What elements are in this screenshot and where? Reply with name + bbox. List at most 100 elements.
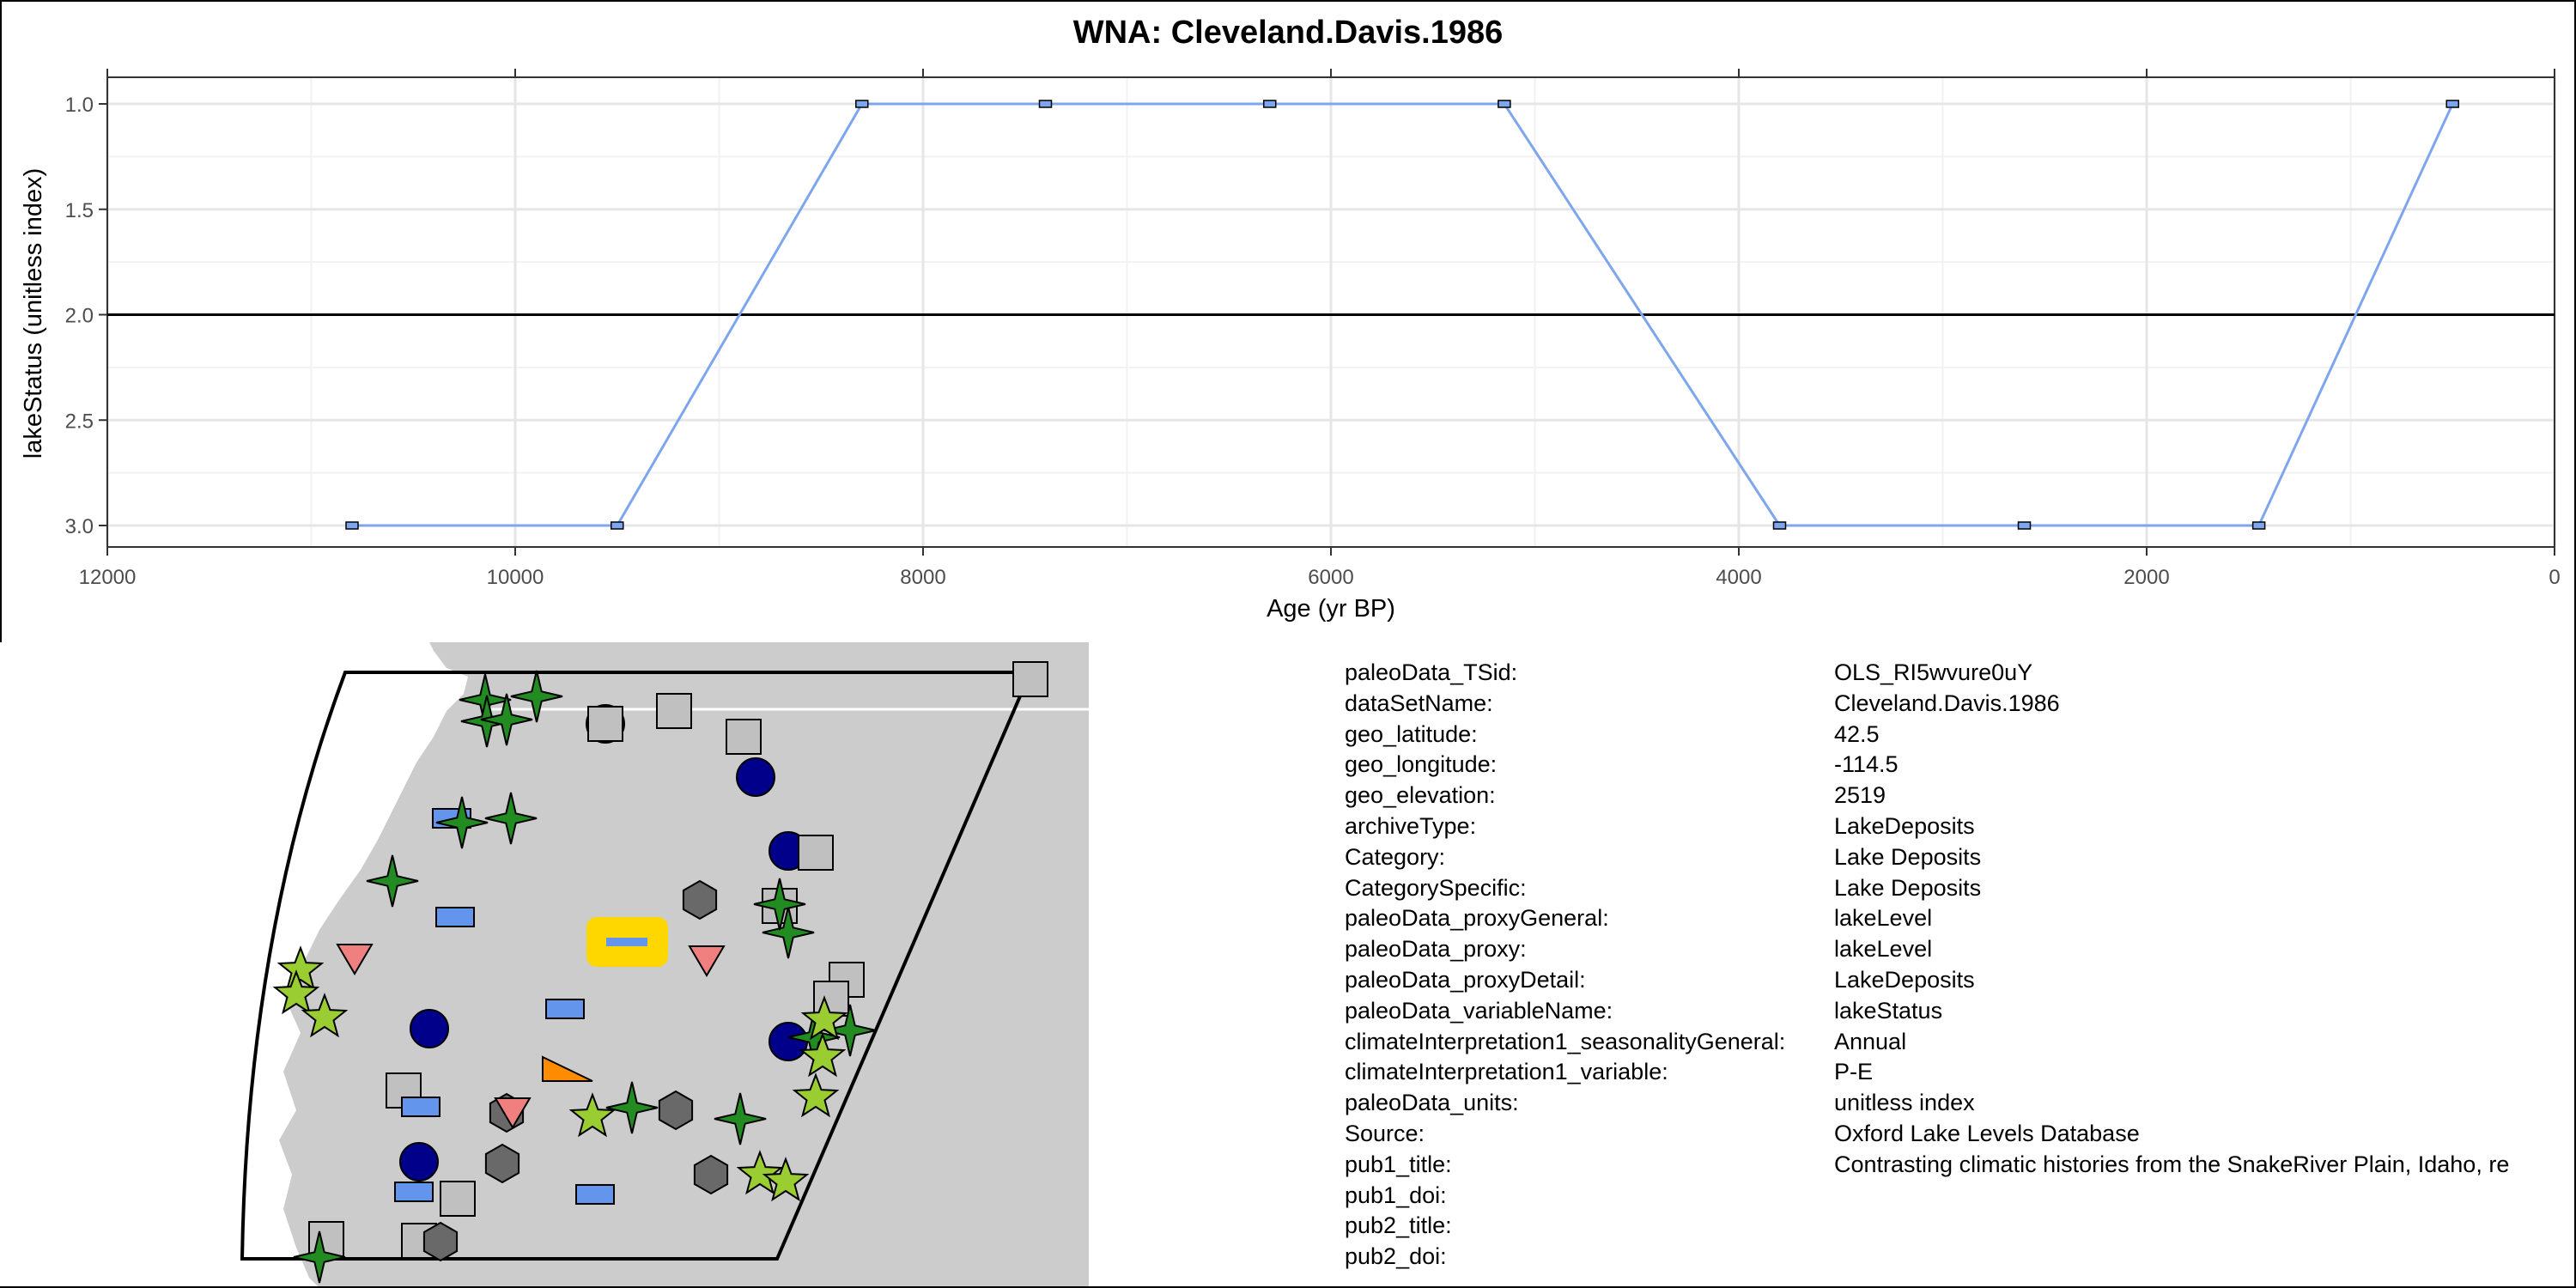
site-marker-rect [435, 907, 475, 927]
site-marker-circle [410, 1009, 449, 1048]
metadata-row: geo_latitude: 42.5 [1345, 720, 2574, 750]
site-marker-triangle-down [688, 945, 726, 977]
y-tick-label: 1.0 [65, 94, 94, 117]
site-marker-hexagon [682, 879, 718, 920]
metadata-key: climateInterpretation1_variable: [1345, 1059, 1668, 1085]
metadata-value: lakeLevel [1834, 936, 1933, 963]
metadata-row: archiveType: LakeDeposits [1345, 811, 2574, 842]
metadata-row: geo_elevation: 2519 [1345, 781, 2574, 811]
metadata-value: Annual [1834, 1028, 1907, 1054]
data-point [855, 100, 869, 108]
metadata-key: paleoData_units: [1345, 1090, 1519, 1116]
map-markers [272, 661, 1048, 1284]
metadata-value: lakeStatus [1834, 997, 1943, 1024]
site-marker-hexagon [422, 1221, 459, 1262]
metadata-row: pub2_title: [1345, 1211, 2574, 1242]
metadata-row: paleoData_units: unitless index [1345, 1088, 2574, 1119]
axes: 12000 10000 8000 6000 4000 2000 0 1.0 1.5 2.0 2.5 3… [65, 69, 2561, 589]
site-marker-star4 [435, 796, 489, 849]
site-marker-star5 [799, 1032, 847, 1078]
site-marker-circle [399, 1142, 439, 1182]
x-tick-label: 4000 [1716, 566, 1761, 589]
data-point [2445, 100, 2459, 108]
site-marker-star4 [823, 1004, 877, 1057]
metadata-row: pub1_title: Contrasting climatic historie… [1345, 1150, 2574, 1181]
metadata-row: Source: Oxford Lake Levels Database [1345, 1119, 2574, 1150]
y-tick-label: 1.5 [65, 199, 94, 222]
site-marker-star4 [480, 693, 533, 746]
site-marker-circle [736, 757, 775, 797]
y-tick-label: 2.0 [65, 305, 94, 328]
metadata-row: geo_longitude: -114.5 [1345, 750, 2574, 781]
site-marker-star5 [736, 1150, 784, 1195]
metadata-value: -114.5 [1834, 751, 1899, 778]
site-marker-rect [545, 999, 585, 1019]
metadata-row: climateInterpretation1_seasonalityGenera… [1345, 1027, 2574, 1058]
target-site-marker [606, 938, 647, 946]
site-marker-star4 [484, 792, 538, 845]
metadata-key: CategorySpecific: [1345, 874, 1527, 901]
site-marker-star5 [272, 969, 320, 1015]
metadata-value: lakeLevel [1834, 905, 1933, 932]
metadata-key: geo_longitude: [1345, 751, 1498, 778]
site-marker-square [308, 1221, 344, 1257]
site-marker-star5 [762, 1157, 810, 1202]
metadata-table: paleoData_TSid: OLS_RI5wvure0uY dataSetNam… [1345, 658, 2574, 1288]
metadata-key: geo_elevation: [1345, 782, 1496, 809]
x-tick-label: 8000 [900, 566, 945, 589]
site-marker-hexagon [658, 1090, 694, 1131]
data-point [611, 521, 624, 530]
data-point [1772, 521, 1787, 530]
site-marker-rect [394, 1182, 434, 1202]
metadata-value: Cleveland.Davis.1986 [1834, 690, 2060, 716]
map-base [0, 642, 1091, 1286]
data-point [2251, 521, 2266, 530]
metadata-key: paleoData_TSid: [1345, 659, 1518, 685]
metadata-row: CategorySpecific: Lake Deposits [1345, 873, 2574, 904]
x-tick-label: 0 [2549, 566, 2560, 589]
metadata-key: paleoData_variableName: [1345, 997, 1613, 1024]
metadata-value: Oxford Lake Levels Database [1834, 1120, 2140, 1146]
metadata-value: LakeDeposits [1834, 812, 1975, 839]
metadata-row: paleoData_proxyGeneral: lakeLevel [1345, 903, 2574, 934]
metadata-key: Source: [1345, 1120, 1425, 1146]
metadata-key: dataSetName: [1345, 690, 1493, 716]
metadata-value: P-E [1834, 1059, 1874, 1085]
x-tick-label: 10000 [487, 566, 544, 589]
y-tick-label: 2.5 [65, 410, 94, 433]
metadata-key: Category: [1345, 843, 1446, 870]
metadata-key: climateInterpretation1_seasonalityGenera… [1345, 1028, 1786, 1054]
site-marker-star5 [276, 945, 325, 991]
site-marker-rect [575, 1184, 615, 1205]
site-marker-star4 [605, 1081, 659, 1134]
site-marker-triangle-down [336, 944, 374, 975]
site-marker-square [587, 706, 623, 742]
metadata-key: paleoData_proxy: [1345, 936, 1527, 963]
site-marker-hexagon [693, 1154, 729, 1195]
site-marker-circle [769, 1022, 808, 1061]
site-map [0, 642, 1091, 1286]
site-marker-star5 [301, 993, 349, 1038]
metadata-row: paleoData_variableName: lakeStatus [1345, 996, 2574, 1027]
site-marker-star4 [714, 1092, 767, 1145]
metadata-row: paleoData_proxy: lakeLevel [1345, 934, 2574, 965]
metadata-row: paleoData_TSid: OLS_RI5wvure0uY [1345, 658, 2574, 689]
site-marker-star5 [792, 1072, 840, 1118]
x-axis-label: Age (yr BP) [1267, 595, 1395, 623]
metadata-value: Lake Deposits [1834, 843, 1982, 870]
metadata-value: 2519 [1834, 782, 1886, 809]
site-marker-star4 [366, 854, 419, 908]
site-marker-triangle [542, 1055, 593, 1082]
metadata-value: LakeDeposits [1834, 966, 1975, 993]
data-point [1263, 100, 1277, 108]
metadata-row: Category: Lake Deposits [1345, 842, 2574, 873]
site-marker-star4 [510, 670, 563, 723]
site-marker-square [440, 1181, 476, 1217]
site-marker-square [1012, 661, 1048, 697]
grid [106, 77, 2556, 547]
x-tick-label: 6000 [1308, 566, 1353, 589]
metadata-row: climateInterpretation1_variable: P-E [1345, 1057, 2574, 1088]
land [279, 642, 1089, 1286]
site-marker-square [656, 693, 692, 729]
site-marker-star4 [762, 906, 815, 959]
